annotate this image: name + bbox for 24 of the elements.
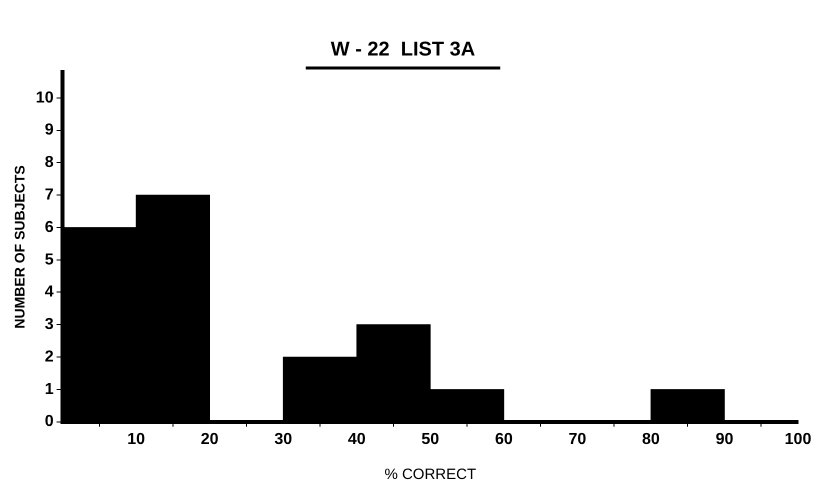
y-tick-label: 9 (44, 122, 54, 139)
x-tick-label: 10 (127, 430, 146, 448)
x-tick-label: 80 (642, 430, 660, 448)
y-tick-label: 1 (44, 380, 54, 398)
x-tick-label: 30 (274, 430, 292, 448)
y-tick-label: 0 (44, 413, 54, 430)
y-tick-label: 4 (44, 284, 54, 301)
y-tick-label: 10 (36, 89, 54, 106)
x-tick-label: 90 (716, 430, 734, 448)
x-tick-label: 60 (494, 430, 513, 448)
y-axis-title: NUMBER OF SUBJECTS (11, 165, 28, 329)
y-tick-label: 8 (44, 154, 54, 172)
chart-title: W - 22 LIST 3A (330, 38, 476, 61)
x-tick-label: 40 (348, 430, 366, 448)
y-tick-label: 3 (44, 316, 54, 334)
x-tick-label: 50 (421, 430, 440, 448)
y-tick-label: 6 (44, 218, 54, 236)
x-tick-label: 70 (568, 430, 586, 448)
x-axis-title: % CORRECT (384, 466, 476, 484)
y-tick-label: 2 (44, 348, 54, 366)
y-tick-label: 5 (44, 251, 54, 268)
y-tick-label: 7 (44, 186, 54, 204)
x-tick-label: 20 (200, 430, 219, 448)
x-tick-label: 100 (784, 430, 812, 448)
